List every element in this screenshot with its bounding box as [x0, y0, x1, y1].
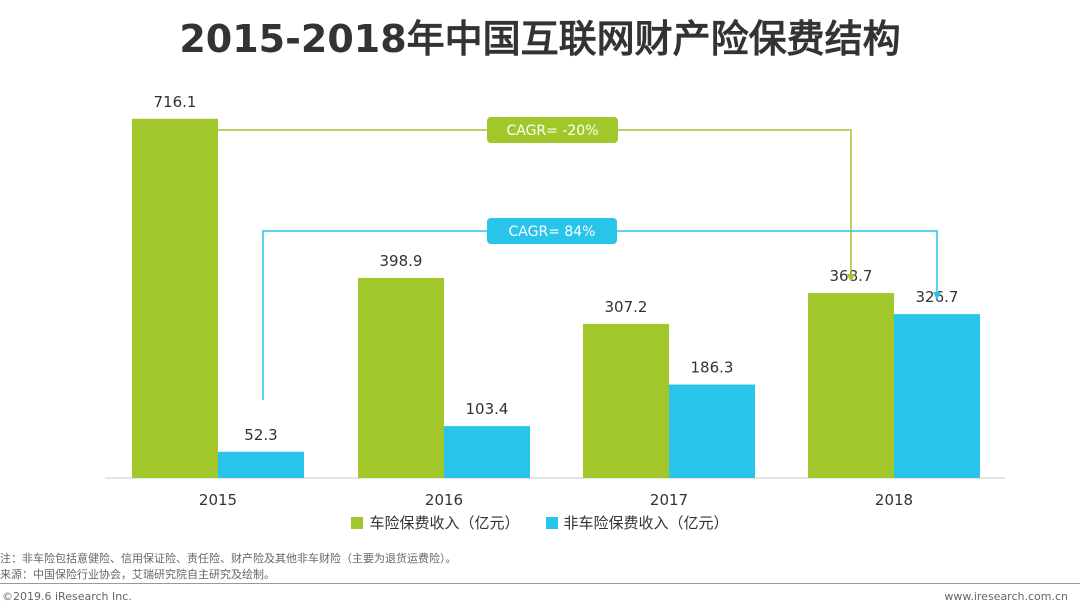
cagr-label-car: CAGR= -20% [506, 123, 598, 139]
value-label-car-2017: 307.2 [605, 298, 648, 316]
value-label-non-car-2017: 186.3 [691, 359, 734, 377]
website-url: www.iresearch.com.cn [944, 590, 1068, 603]
footnote-scope: 注：非车险包括意健险、信用保证险、责任险、财产险及其他非车财险（主要为退货运费险… [0, 552, 457, 565]
footnote-source: 来源：中国保险行业协会，艾瑞研究院自主研究及绘制。 [0, 568, 275, 581]
x-tick-label-2017: 2017 [650, 491, 688, 509]
cagr-badge-non-car [487, 218, 617, 244]
legend-label-non-car: 非车险保费收入（亿元） [563, 514, 729, 532]
cagr-arrowhead-car [847, 274, 855, 282]
bar-car-2017 [583, 323, 669, 478]
bar-non-car-2015 [218, 451, 304, 478]
cagr-arrowhead-non-car [933, 292, 941, 300]
copyright: ©2019.6 iResearch Inc. [2, 590, 132, 603]
legend-swatch-non-car [545, 516, 558, 529]
footer-divider [0, 583, 1080, 584]
x-tick-label-2018: 2018 [875, 491, 913, 509]
legend-label-car: 车险保费收入（亿元） [369, 514, 520, 532]
value-label-car-2015: 716.1 [154, 93, 197, 111]
x-tick-label-2015: 2015 [199, 491, 237, 509]
legend-item-non-car-insurance: 非车险保费收入（亿元） [545, 512, 729, 533]
legend-swatch-car [351, 516, 364, 529]
bar-non-car-2016 [444, 426, 530, 478]
bar-car-2018 [808, 293, 894, 478]
cagr-bracket-car [171, 129, 852, 274]
cagr-badge-car [487, 117, 618, 143]
bar-non-car-2017 [669, 384, 755, 478]
cagr-label-non-car: CAGR= 84% [509, 224, 596, 240]
bar-car-2016 [358, 277, 444, 478]
bar-car-2015 [132, 118, 218, 479]
value-label-car-2016: 398.9 [380, 252, 423, 270]
value-label-non-car-2016: 103.4 [466, 400, 509, 418]
chart-title: 2015-2018年中国互联网财产险保费结构 [179, 17, 901, 61]
legend: 车险保费收入（亿元） 非车险保费收入（亿元） [0, 512, 1080, 533]
x-tick-label-2016: 2016 [425, 491, 463, 509]
value-label-non-car-2015: 52.3 [244, 426, 277, 444]
legend-item-car-insurance: 车险保费收入（亿元） [351, 512, 520, 533]
bar-non-car-2018 [894, 314, 980, 478]
